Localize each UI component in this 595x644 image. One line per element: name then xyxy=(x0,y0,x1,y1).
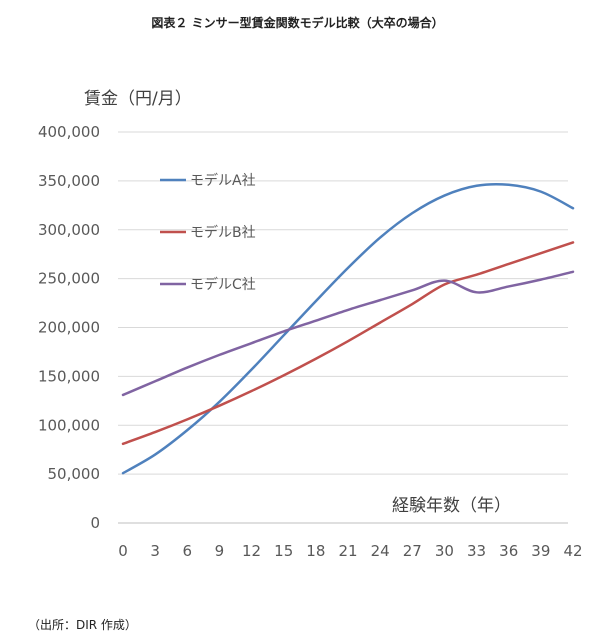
y-tick-label: 50,000 xyxy=(48,465,101,483)
y-tick-label: 250,000 xyxy=(38,270,100,288)
y-tick-label: 300,000 xyxy=(38,221,100,239)
x-tick-labels: 0 3 6 9 12 15 18 21 24 27 30 33 36 39 42 xyxy=(118,542,582,560)
y-tick-labels: 0 50,000 100,000 150,000 200,000 250,000 300,0… xyxy=(38,123,100,532)
x-tick-label: 21 xyxy=(338,542,357,560)
y-tick-label: 0 xyxy=(90,514,100,532)
x-tick-label: 42 xyxy=(563,542,582,560)
x-tick-label: 0 xyxy=(118,542,128,560)
x-tick-label: 27 xyxy=(403,542,422,560)
legend-label: モデルA社 xyxy=(190,172,256,189)
y-tick-label: 150,000 xyxy=(38,367,100,385)
y-tick-label: 400,000 xyxy=(38,123,100,141)
legend-label: モデルC社 xyxy=(190,276,256,293)
x-axis-title: 経験年数（年） xyxy=(392,496,511,516)
x-tick-label: 33 xyxy=(467,542,486,560)
x-tick-label: 9 xyxy=(215,542,225,560)
x-tick-label: 30 xyxy=(435,542,454,560)
y-tick-label: 100,000 xyxy=(38,416,100,434)
y-axis-title: 賃金（円/月） xyxy=(84,89,192,109)
x-tick-label: 12 xyxy=(242,542,261,560)
y-tick-label: 350,000 xyxy=(38,172,100,190)
x-tick-label: 18 xyxy=(306,542,325,560)
x-tick-label: 36 xyxy=(499,542,518,560)
y-tick-label: 200,000 xyxy=(38,319,100,337)
series-line-1 xyxy=(121,182,575,475)
legend-label: モデルB社 xyxy=(190,224,256,241)
x-tick-label: 3 xyxy=(150,542,160,560)
source-note: （出所：DIR 作成） xyxy=(28,618,137,632)
x-tick-label: 24 xyxy=(371,542,390,560)
x-tick-label: 15 xyxy=(274,542,293,560)
series-line-3 xyxy=(121,270,575,397)
chart-title: 図表２ ミンサー型賃金関数モデル比較（大卒の場合） xyxy=(151,16,444,30)
grid-lines xyxy=(118,131,568,524)
x-tick-label: 6 xyxy=(183,542,193,560)
series-lines xyxy=(121,182,575,475)
series-line-2 xyxy=(121,241,575,446)
x-tick-label: 39 xyxy=(531,542,550,560)
